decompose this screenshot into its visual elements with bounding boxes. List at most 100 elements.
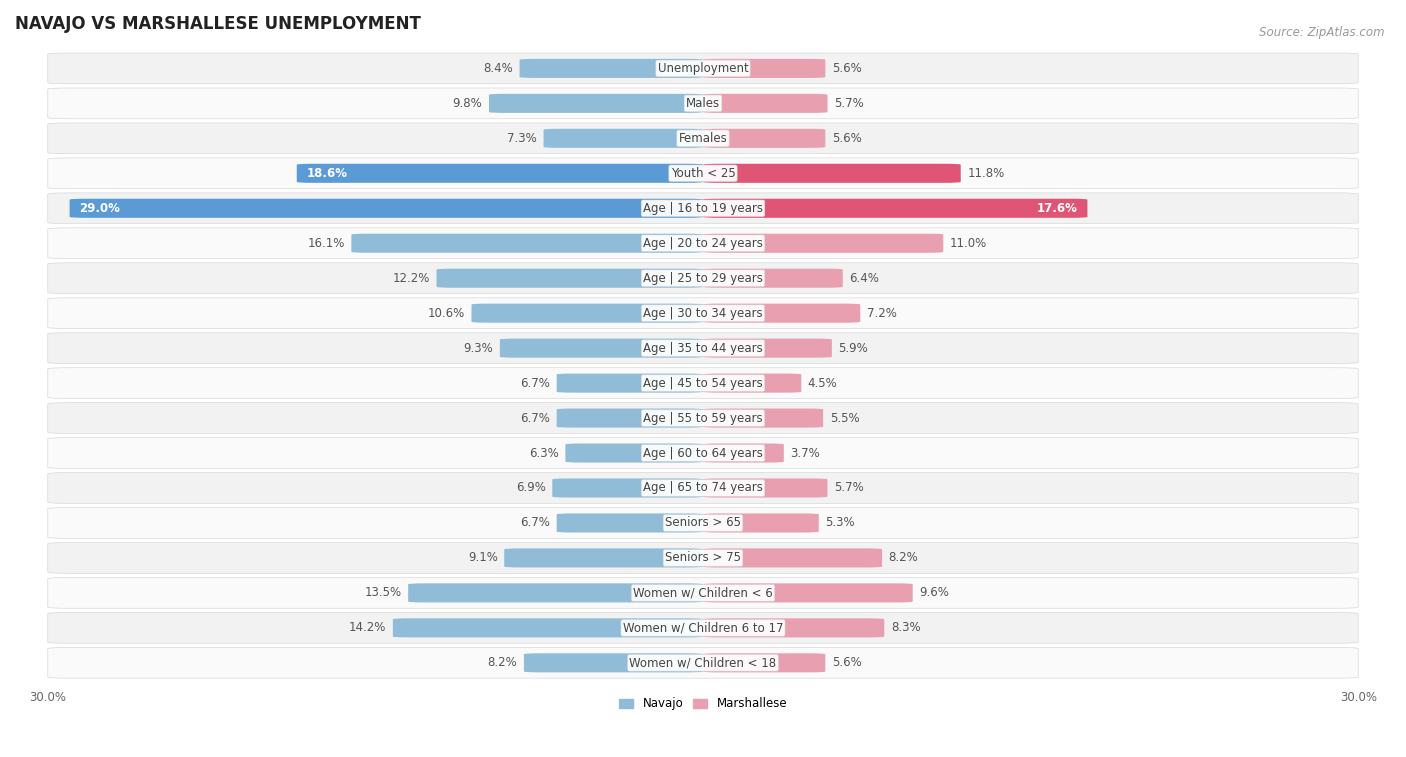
Text: Seniors > 65: Seniors > 65	[665, 516, 741, 529]
FancyBboxPatch shape	[48, 158, 1358, 188]
FancyBboxPatch shape	[48, 647, 1358, 678]
FancyBboxPatch shape	[703, 59, 825, 78]
Text: 5.7%: 5.7%	[834, 97, 863, 110]
FancyBboxPatch shape	[392, 618, 703, 637]
FancyBboxPatch shape	[557, 409, 703, 428]
Text: Age | 35 to 44 years: Age | 35 to 44 years	[643, 341, 763, 354]
FancyBboxPatch shape	[436, 269, 703, 288]
Text: 16.1%: 16.1%	[308, 237, 344, 250]
Text: 5.5%: 5.5%	[830, 412, 859, 425]
Text: 6.7%: 6.7%	[520, 376, 550, 390]
FancyBboxPatch shape	[703, 199, 1087, 218]
Text: Women w/ Children < 6: Women w/ Children < 6	[633, 587, 773, 600]
FancyBboxPatch shape	[703, 164, 960, 183]
Text: 13.5%: 13.5%	[364, 587, 402, 600]
Text: 8.2%: 8.2%	[488, 656, 517, 669]
FancyBboxPatch shape	[703, 234, 943, 253]
FancyBboxPatch shape	[48, 508, 1358, 538]
Text: 9.8%: 9.8%	[453, 97, 482, 110]
FancyBboxPatch shape	[48, 123, 1358, 154]
FancyBboxPatch shape	[48, 333, 1358, 363]
Text: 5.6%: 5.6%	[832, 132, 862, 145]
Text: Age | 55 to 59 years: Age | 55 to 59 years	[643, 412, 763, 425]
Text: 9.6%: 9.6%	[920, 587, 949, 600]
Text: 29.0%: 29.0%	[79, 202, 121, 215]
Text: 8.2%: 8.2%	[889, 551, 918, 565]
Text: 9.1%: 9.1%	[468, 551, 498, 565]
Text: 7.2%: 7.2%	[868, 307, 897, 319]
FancyBboxPatch shape	[48, 53, 1358, 84]
Text: Age | 16 to 19 years: Age | 16 to 19 years	[643, 202, 763, 215]
FancyBboxPatch shape	[48, 578, 1358, 609]
FancyBboxPatch shape	[703, 584, 912, 603]
FancyBboxPatch shape	[471, 304, 703, 322]
Text: 18.6%: 18.6%	[307, 167, 347, 180]
Text: Age | 45 to 54 years: Age | 45 to 54 years	[643, 376, 763, 390]
Legend: Navajo, Marshallese: Navajo, Marshallese	[614, 693, 792, 715]
FancyBboxPatch shape	[48, 612, 1358, 643]
Text: 5.3%: 5.3%	[825, 516, 855, 529]
Text: 5.6%: 5.6%	[832, 62, 862, 75]
Text: 3.7%: 3.7%	[790, 447, 820, 459]
Text: 10.6%: 10.6%	[427, 307, 465, 319]
Text: 11.0%: 11.0%	[950, 237, 987, 250]
FancyBboxPatch shape	[703, 338, 832, 357]
FancyBboxPatch shape	[48, 403, 1358, 434]
Text: Females: Females	[679, 132, 727, 145]
FancyBboxPatch shape	[48, 298, 1358, 329]
FancyBboxPatch shape	[48, 438, 1358, 469]
FancyBboxPatch shape	[70, 199, 703, 218]
Text: Women w/ Children 6 to 17: Women w/ Children 6 to 17	[623, 621, 783, 634]
Text: 7.3%: 7.3%	[508, 132, 537, 145]
FancyBboxPatch shape	[703, 94, 828, 113]
FancyBboxPatch shape	[553, 478, 703, 497]
FancyBboxPatch shape	[352, 234, 703, 253]
Text: Age | 30 to 34 years: Age | 30 to 34 years	[643, 307, 763, 319]
FancyBboxPatch shape	[48, 368, 1358, 398]
Text: 5.9%: 5.9%	[838, 341, 868, 354]
FancyBboxPatch shape	[524, 653, 703, 672]
FancyBboxPatch shape	[703, 513, 818, 532]
Text: 12.2%: 12.2%	[392, 272, 430, 285]
Text: NAVAJO VS MARSHALLESE UNEMPLOYMENT: NAVAJO VS MARSHALLESE UNEMPLOYMENT	[15, 15, 420, 33]
FancyBboxPatch shape	[703, 409, 823, 428]
FancyBboxPatch shape	[297, 164, 703, 183]
FancyBboxPatch shape	[505, 548, 703, 568]
FancyBboxPatch shape	[544, 129, 703, 148]
Text: Age | 25 to 29 years: Age | 25 to 29 years	[643, 272, 763, 285]
FancyBboxPatch shape	[565, 444, 703, 463]
Text: 9.3%: 9.3%	[464, 341, 494, 354]
FancyBboxPatch shape	[703, 304, 860, 322]
FancyBboxPatch shape	[520, 59, 703, 78]
Text: Age | 20 to 24 years: Age | 20 to 24 years	[643, 237, 763, 250]
Text: 5.6%: 5.6%	[832, 656, 862, 669]
Text: 4.5%: 4.5%	[808, 376, 838, 390]
Text: 6.7%: 6.7%	[520, 516, 550, 529]
Text: Age | 60 to 64 years: Age | 60 to 64 years	[643, 447, 763, 459]
FancyBboxPatch shape	[48, 193, 1358, 223]
Text: 17.6%: 17.6%	[1036, 202, 1077, 215]
FancyBboxPatch shape	[703, 373, 801, 393]
FancyBboxPatch shape	[557, 373, 703, 393]
FancyBboxPatch shape	[48, 263, 1358, 294]
Text: Women w/ Children < 18: Women w/ Children < 18	[630, 656, 776, 669]
Text: 6.9%: 6.9%	[516, 481, 546, 494]
Text: 8.4%: 8.4%	[484, 62, 513, 75]
FancyBboxPatch shape	[408, 584, 703, 603]
FancyBboxPatch shape	[703, 478, 828, 497]
Text: Unemployment: Unemployment	[658, 62, 748, 75]
Text: 14.2%: 14.2%	[349, 621, 387, 634]
FancyBboxPatch shape	[48, 472, 1358, 503]
Text: 5.7%: 5.7%	[834, 481, 863, 494]
FancyBboxPatch shape	[703, 548, 882, 568]
FancyBboxPatch shape	[48, 543, 1358, 573]
Text: Youth < 25: Youth < 25	[671, 167, 735, 180]
FancyBboxPatch shape	[489, 94, 703, 113]
Text: 8.3%: 8.3%	[891, 621, 921, 634]
FancyBboxPatch shape	[501, 338, 703, 357]
Text: Seniors > 75: Seniors > 75	[665, 551, 741, 565]
Text: 6.3%: 6.3%	[529, 447, 558, 459]
Text: Source: ZipAtlas.com: Source: ZipAtlas.com	[1260, 26, 1385, 39]
FancyBboxPatch shape	[703, 618, 884, 637]
Text: 11.8%: 11.8%	[967, 167, 1004, 180]
